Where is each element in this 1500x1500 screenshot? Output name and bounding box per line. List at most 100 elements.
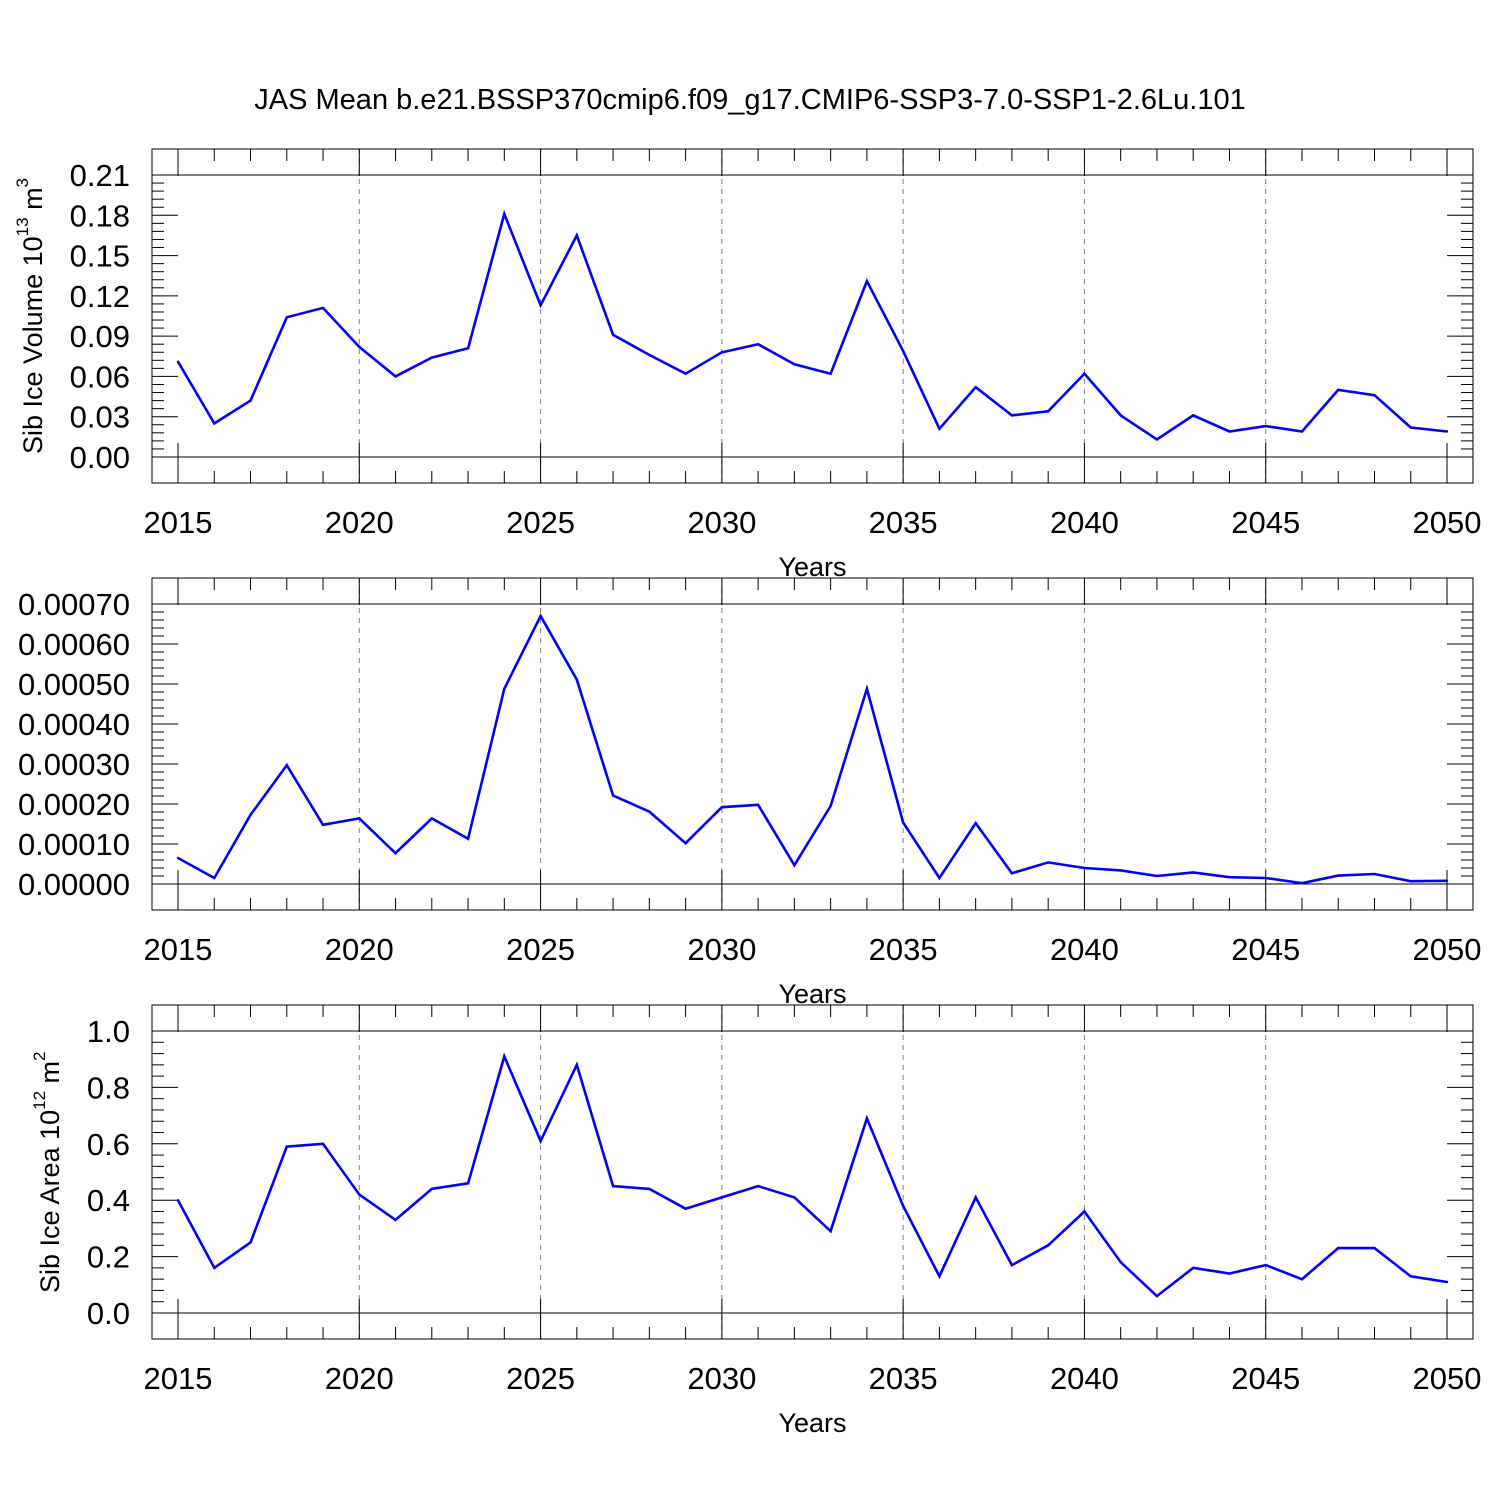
y-tick-label: 0.8 [87, 1070, 130, 1105]
data-point [1155, 438, 1159, 441]
data-point [829, 804, 832, 808]
data-point [974, 1196, 977, 1199]
data-point [648, 1187, 651, 1191]
y-tick-label: 0.6 [87, 1127, 130, 1162]
y-tick-label: 0.00020 [18, 787, 130, 822]
y-tick-label: 0.00050 [18, 667, 130, 702]
data-point [684, 1207, 687, 1210]
x-tick-label: 2050 [1413, 932, 1482, 967]
data-point [901, 821, 905, 824]
y-tick-label: 0.00060 [18, 627, 130, 662]
data-point [430, 817, 433, 820]
data-point [176, 1199, 180, 1202]
data-point [1337, 874, 1340, 877]
data-point [1228, 430, 1231, 433]
data-point [1228, 1272, 1231, 1275]
y-tick-label: 1.0 [87, 1014, 130, 1049]
data-point [539, 1139, 542, 1143]
x-tick-label: 2035 [869, 1361, 938, 1396]
x-tick-label: 2045 [1231, 932, 1300, 967]
data-point [793, 363, 796, 366]
data-point [213, 422, 216, 425]
data-point [1300, 882, 1304, 885]
data-point [829, 1230, 832, 1233]
data-point [321, 823, 325, 826]
data-point [1264, 424, 1267, 428]
x-tick-label: 2050 [1413, 505, 1482, 540]
y-tick-label: 0.12 [70, 279, 130, 314]
data-point [176, 856, 180, 860]
y-tick-label: 0.09 [70, 319, 130, 354]
data-point [648, 353, 651, 357]
x-axis-title: Years [778, 979, 846, 1009]
data-point [938, 876, 941, 880]
data-point [1083, 1210, 1086, 1213]
data-point [503, 1055, 506, 1058]
data-point [1119, 1261, 1122, 1264]
data-point [285, 1145, 288, 1148]
data-point [466, 347, 470, 350]
y-tick-label: 0.21 [70, 158, 130, 193]
x-tick-label: 2015 [144, 1361, 213, 1396]
x-tick-label: 2040 [1050, 932, 1119, 967]
data-point [1155, 1294, 1159, 1298]
x-tick-label: 2015 [144, 932, 213, 967]
data-point [1445, 879, 1449, 882]
data-point [611, 333, 615, 336]
series-line [176, 1052, 1448, 1298]
x-tick-label: 2030 [687, 932, 756, 967]
data-point [793, 864, 796, 867]
data-point [1083, 372, 1086, 375]
y-tick-label: 0.4 [87, 1183, 130, 1218]
y-axis-title-part: Sib Ice Volume 10 [18, 236, 48, 454]
data-point [938, 427, 941, 430]
y-axis-title-part: m [18, 187, 48, 218]
data-point [901, 1204, 905, 1208]
data-point [213, 1266, 216, 1270]
data-point [1192, 414, 1195, 417]
data-point [974, 822, 977, 825]
x-axis-title: Years [778, 552, 846, 582]
y-tick-label: 0.00 [70, 440, 130, 475]
y-axis-title-part: 12 [30, 1090, 49, 1110]
data-point [865, 687, 869, 690]
y-tick-label: 0.00010 [18, 827, 130, 862]
data-point [756, 343, 760, 346]
data-point [611, 1184, 615, 1188]
data-point [575, 1063, 579, 1067]
x-tick-label: 2035 [869, 505, 938, 540]
x-tick-label: 2035 [869, 932, 938, 967]
data-point [249, 1241, 252, 1244]
data-point [865, 1117, 869, 1120]
data-point [1192, 871, 1195, 874]
y-tick-label: 0.00040 [18, 707, 130, 742]
x-axis-title: Years [778, 1408, 846, 1438]
data-point [720, 806, 724, 809]
data-point [539, 614, 542, 618]
data-point [901, 349, 905, 353]
y-tick-label: 0.03 [70, 400, 130, 435]
x-tick-label: 2020 [325, 932, 394, 967]
data-point [466, 837, 470, 840]
data-point [249, 813, 252, 816]
x-tick-label: 2025 [506, 1361, 575, 1396]
x-tick-label: 2020 [325, 505, 394, 540]
data-point [1409, 880, 1412, 883]
x-tick-label: 2020 [325, 1361, 394, 1396]
y-tick-label: 0.2 [87, 1240, 130, 1275]
data-point [1264, 1263, 1267, 1267]
data-point [321, 1142, 325, 1146]
y-axis-title-part: 2 [30, 1051, 49, 1061]
data-point [1046, 410, 1050, 413]
data-point [285, 316, 288, 319]
data-point [1300, 1277, 1304, 1281]
data-point [1300, 430, 1304, 433]
y-axis-title-part: m [35, 1060, 65, 1091]
data-point [1010, 414, 1014, 417]
data-point [1373, 1246, 1376, 1250]
data-point [1010, 1263, 1014, 1267]
series-line [176, 209, 1448, 442]
x-tick-label: 2025 [506, 505, 575, 540]
data-point [1192, 1266, 1195, 1270]
panel-1: 0.00 0.03 0.06 0.09 0.12 0.15 0.18 0.21 2015 2020… [70, 148, 1482, 582]
